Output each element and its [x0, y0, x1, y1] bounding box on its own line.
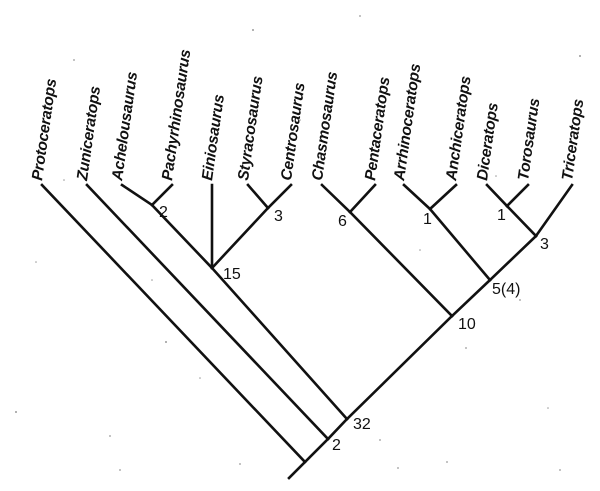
taxon-label-anchiceratops: Anchiceratops [443, 75, 475, 183]
node-value-node-dicera-toro: 1 [497, 207, 506, 224]
node-label-layer: 2 3 15 6 1 1 3 5(4) 10 32 2 [159, 204, 549, 454]
scan-speck [199, 377, 201, 379]
scan-speck [299, 119, 301, 121]
br-zuniceratops [85, 183, 330, 441]
scan-speck [15, 411, 17, 413]
taxon-label-layer: Protoceratops Zuniceratops Achelousaurus Pa… [29, 48, 587, 183]
scan-speck [73, 59, 75, 61]
scan-speck [359, 15, 361, 17]
taxon-label-centrosaurus: Centrosaurus [278, 81, 309, 181]
node-value-node-triceratopsin: 3 [540, 236, 549, 253]
scan-speck [151, 279, 153, 281]
node-value-node-styra-centro: 3 [274, 208, 283, 225]
scan-speck [252, 29, 254, 31]
br-anchiceratops [428, 183, 458, 211]
node-value-node-arrhino-anchi: 1 [423, 211, 432, 228]
scan-speck [35, 261, 37, 263]
scan-speck [165, 341, 167, 343]
br-15-to-32 [210, 266, 349, 421]
taxon-label-styracosaurus: Styracosaurus [235, 75, 267, 182]
br-diceratops [485, 183, 509, 208]
taxon-label-pentaceratops: Pentaceratops [362, 75, 393, 181]
scan-speck [397, 467, 399, 469]
taxon-label-achelousaurus: Achelousaurus [109, 70, 141, 182]
scan-speck [559, 469, 561, 471]
scan-speck [465, 347, 467, 349]
scan-speck [579, 55, 581, 57]
scan-speck [379, 439, 381, 441]
br-protoceratops [40, 183, 307, 464]
scan-speck [239, 463, 241, 465]
taxon-label-pachyrhinosaurus: Pachyrhinosaurus [159, 48, 194, 182]
taxon-label-torosaurus: Torosaurus [515, 97, 543, 182]
node-value-node-centrosaurine: 15 [223, 266, 241, 283]
br-3c-to-5 [488, 234, 538, 282]
node-value-node-2-base: 2 [332, 437, 341, 454]
br-32-to-2 [326, 417, 349, 441]
taxon-label-einiosaurus: Einiosaurus [199, 93, 228, 182]
taxon-label-protoceratops: Protoceratops [29, 77, 60, 181]
branch-layer [40, 183, 574, 480]
scan-speck [119, 469, 121, 471]
taxon-label-diceratops: Diceratops [474, 101, 502, 181]
br-chasmosaurus [320, 183, 352, 214]
scan-speckle-layer [15, 15, 581, 471]
br-pentaceratops [348, 183, 377, 214]
taxon-label-zuniceratops: Zuniceratops [74, 85, 104, 183]
node-value-node-chasmosaurine: 5(4) [492, 281, 520, 298]
br-torosaurus [505, 183, 530, 208]
scan-speck [63, 179, 65, 181]
br-10-to-32 [345, 314, 454, 421]
br-styracosaurus [246, 183, 270, 210]
node-value-node-pachy-achelo: 2 [159, 204, 168, 221]
scan-speck [419, 249, 421, 251]
scan-speck [519, 299, 521, 301]
scan-speck [446, 461, 448, 463]
br-centrosaurus [266, 183, 293, 210]
br-clade2-to-15 [150, 203, 214, 270]
taxon-label-triceratops: Triceratops [559, 97, 587, 181]
taxon-label-arrhinoceratops: Arrhinoceratops [391, 62, 424, 182]
br-5-to-10 [450, 278, 492, 318]
br-clade3-to-15 [210, 206, 270, 270]
br-root [287, 437, 330, 480]
br-1a-to-5 [428, 207, 492, 282]
scan-speck [109, 435, 111, 437]
br-pachyrhinosaurus [150, 183, 174, 207]
br-triceratops [534, 183, 574, 238]
scan-speck [547, 407, 549, 409]
br-6-to-10 [348, 210, 454, 318]
br-arrhinoceratops [402, 183, 432, 211]
node-value-node-ceratopsid: 10 [458, 316, 476, 333]
scan-speck [495, 175, 497, 177]
node-value-node-chasmo-penta: 6 [338, 213, 347, 230]
br-achelousaurus [120, 183, 154, 207]
taxon-label-chasmosaurus: Chasmosaurus [309, 70, 341, 181]
br-1b-to-3 [505, 204, 538, 238]
node-value-node-32: 32 [353, 416, 371, 433]
